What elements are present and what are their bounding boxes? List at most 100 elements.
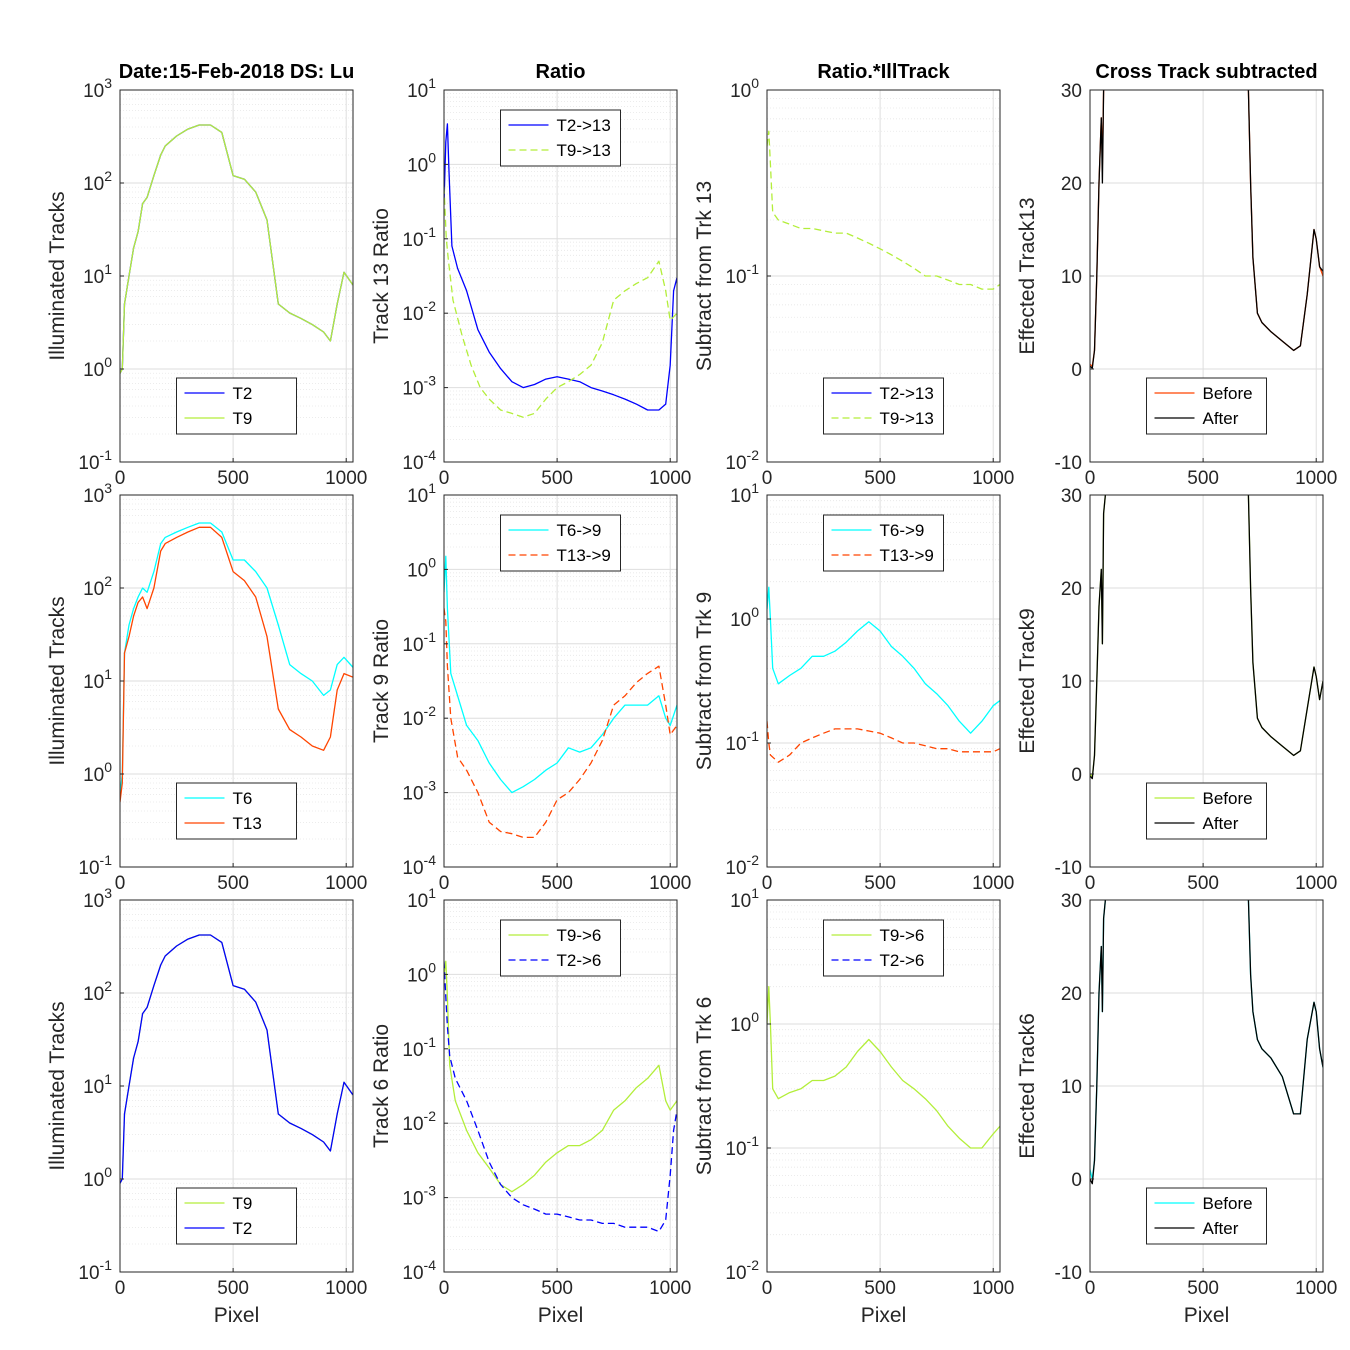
legend-box bbox=[176, 782, 297, 840]
y-axis: -10 0 10 20 30 bbox=[1055, 891, 1094, 1284]
legend: T9->6 T2->6 bbox=[823, 919, 944, 977]
y-tick-label: 10-2 bbox=[402, 703, 436, 730]
y-axis-label: Illuminated Tracks bbox=[46, 1001, 69, 1170]
y-tick-label: 10-1 bbox=[402, 1034, 436, 1061]
y-tick-label: 102 bbox=[83, 168, 112, 195]
y-axis-label: Subtract from Trk 9 bbox=[693, 592, 716, 771]
y-tick-label: 103 bbox=[83, 480, 112, 507]
x-axis: 0 500 1000 bbox=[1085, 863, 1337, 894]
y-tick-label: 30 bbox=[1061, 891, 1082, 912]
y-tick-label: 10 bbox=[1061, 1077, 1082, 1098]
legend-box bbox=[823, 919, 944, 977]
y-tick-label: 10-4 bbox=[402, 1257, 436, 1284]
x-axis: 0 500 1000 bbox=[115, 1268, 367, 1299]
y-tick-label: 0 bbox=[1071, 1170, 1082, 1191]
legend-label: After bbox=[1203, 814, 1239, 833]
y-axis: 10-2 10-1 100 101 bbox=[725, 480, 771, 879]
y-tick-label: 100 bbox=[407, 959, 436, 986]
x-tick-label: 500 bbox=[864, 1278, 896, 1299]
axes-frame bbox=[766, 899, 1001, 1273]
x-tick-label: 1000 bbox=[972, 468, 1014, 489]
x-tick-label: 1000 bbox=[649, 1278, 691, 1299]
subplot-9: 0 500 1000 10-1 100 101 102 103 Illuminated Trac… bbox=[46, 885, 367, 1327]
legend-label: T9 bbox=[233, 1194, 253, 1213]
legend-label: T9->13 bbox=[880, 409, 934, 428]
subplot-11: 0 500 1000 10-2 10-1 100 101 Subtract from Trk … bbox=[693, 885, 1014, 1327]
subplot-2: 0 500 1000 10-4 10-3 10-2 10-1 100 101 Ratio Track… bbox=[370, 61, 691, 489]
series-line-t9-6 bbox=[444, 960, 677, 1193]
x-tick-label: 500 bbox=[217, 1278, 249, 1299]
x-tick-label: 0 bbox=[762, 1278, 773, 1299]
y-tick-label: 10-1 bbox=[725, 261, 759, 288]
y-tick-label: 100 bbox=[730, 604, 759, 631]
legend-label: Before bbox=[1203, 384, 1253, 403]
series-group bbox=[120, 124, 353, 374]
y-axis: 10-4 10-3 10-2 10-1 100 101 bbox=[402, 75, 448, 474]
y-tick-label: 101 bbox=[407, 75, 436, 102]
y-tick-label: 10-3 bbox=[402, 778, 436, 805]
legend-label: T2->13 bbox=[880, 384, 934, 403]
y-tick-label: 10-4 bbox=[402, 852, 436, 879]
series-line-t13-9 bbox=[444, 608, 677, 839]
y-tick-label: 100 bbox=[83, 1164, 112, 1191]
x-tick-label: 500 bbox=[541, 873, 573, 894]
y-tick-label: 100 bbox=[407, 149, 436, 176]
x-tick-label: 0 bbox=[762, 468, 773, 489]
x-tick-label: 500 bbox=[217, 468, 249, 489]
legend-box bbox=[500, 109, 621, 167]
subplot-3: 0 500 1000 10-2 10-1 100 Ratio.*IllTrack Subtra… bbox=[693, 61, 1014, 489]
x-tick-label: 0 bbox=[115, 1278, 126, 1299]
x-tick-label: 500 bbox=[864, 873, 896, 894]
y-tick-label: 100 bbox=[83, 354, 112, 381]
x-tick-label: 0 bbox=[439, 1278, 450, 1299]
subplot-10: 0 500 1000 10-4 10-3 10-2 10-1 100 101 Track 6 Ra… bbox=[370, 885, 691, 1327]
legend: Before After bbox=[1146, 782, 1267, 840]
y-tick-label: 103 bbox=[83, 75, 112, 102]
x-axis: 0 500 1000 bbox=[762, 863, 1014, 894]
y-tick-label: 10-1 bbox=[402, 224, 436, 251]
series-group bbox=[767, 986, 1000, 1149]
series-line-t13 bbox=[120, 526, 353, 803]
legend-box bbox=[176, 377, 297, 435]
y-tick-label: 10-4 bbox=[402, 447, 436, 474]
x-axis-label: Pixel bbox=[1184, 1304, 1230, 1327]
x-tick-label: 500 bbox=[1187, 873, 1219, 894]
x-axis-label: Pixel bbox=[861, 1304, 907, 1327]
y-tick-label: 10-2 bbox=[402, 298, 436, 325]
legend-label: After bbox=[1203, 409, 1239, 428]
legend-box bbox=[176, 1187, 297, 1245]
x-tick-label: 0 bbox=[439, 873, 450, 894]
legend-label: T6 bbox=[233, 789, 253, 808]
legend-box bbox=[1146, 377, 1267, 435]
legend: T6->9 T13->9 bbox=[823, 514, 944, 572]
y-tick-label: 100 bbox=[730, 1009, 759, 1036]
axes-frame bbox=[443, 89, 678, 463]
subplot-title: Cross Track subtracted bbox=[1095, 61, 1317, 83]
y-axis-label: Subtract from Trk 13 bbox=[693, 181, 716, 371]
legend-label: After bbox=[1203, 1219, 1239, 1238]
x-tick-label: 1000 bbox=[972, 1278, 1014, 1299]
y-tick-label: 101 bbox=[407, 480, 436, 507]
x-tick-label: 0 bbox=[1085, 873, 1096, 894]
legend: T2->13 T9->13 bbox=[500, 109, 621, 167]
y-tick-label: 100 bbox=[730, 75, 759, 102]
y-axis-label: Effected Track13 bbox=[1016, 197, 1039, 354]
y-tick-label: 101 bbox=[83, 1071, 112, 1098]
x-tick-label: 500 bbox=[541, 1278, 573, 1299]
y-axis: 10-1 100 101 102 103 bbox=[78, 480, 124, 879]
series-line-after bbox=[1090, 900, 1323, 1185]
legend-box bbox=[823, 514, 944, 572]
series-line-t6 bbox=[120, 522, 353, 795]
series-group bbox=[444, 960, 677, 1233]
y-axis: 10-1 100 101 102 103 bbox=[78, 885, 124, 1284]
legend-box bbox=[1146, 1187, 1267, 1245]
y-tick-label: 101 bbox=[83, 666, 112, 693]
x-axis-label: Pixel bbox=[214, 1304, 260, 1327]
y-axis-label: Subtract from Trk 6 bbox=[693, 997, 716, 1176]
series-group bbox=[444, 555, 677, 839]
y-tick-label: 10-1 bbox=[725, 728, 759, 755]
y-tick-label: 10-2 bbox=[402, 1108, 436, 1135]
